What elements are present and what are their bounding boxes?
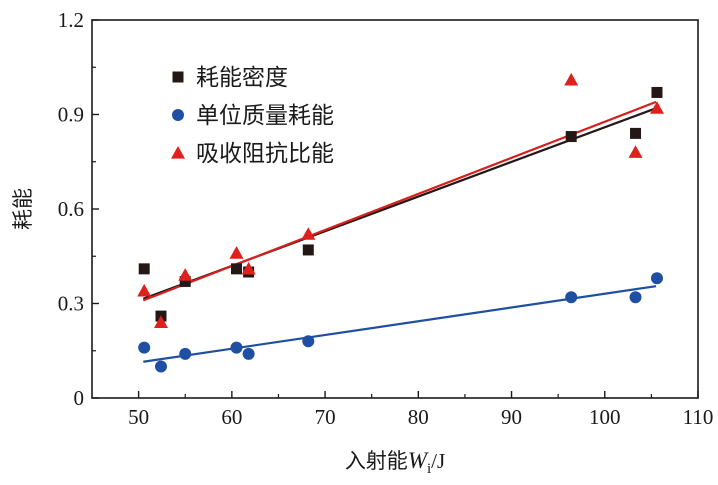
fit-line-unit-mass-energy <box>143 285 657 363</box>
legend-label-impedance-specific-energy: 吸收阻抗比能 <box>196 141 334 167</box>
x-axis-title-prefix: 入射能 <box>345 449 408 473</box>
point-impedance-specific-energy <box>628 145 643 158</box>
point-unit-mass-energy <box>230 341 243 354</box>
x-tick-label: 70 <box>315 405 336 429</box>
x-axis-title-unit: /J <box>431 449 445 473</box>
legend-label-unit-mass-energy: 单位质量耗能 <box>196 103 334 129</box>
x-axis-title-sub: i <box>427 461 431 477</box>
point-impedance-specific-energy <box>301 227 316 240</box>
y-tick-label: 0.9 <box>58 103 84 127</box>
x-tick-label: 60 <box>221 405 242 429</box>
point-unit-mass-energy <box>138 341 151 354</box>
y-tick-label: 0.6 <box>58 197 84 221</box>
point-unit-mass-energy <box>179 347 192 360</box>
point-unit-mass-energy <box>565 291 578 304</box>
legend-marker-energy-density <box>172 71 184 83</box>
point-unit-mass-energy <box>650 272 663 285</box>
point-unit-mass-energy <box>629 291 642 304</box>
point-energy-density <box>179 275 191 287</box>
fit-line-impedance-specific-energy <box>142 100 657 302</box>
y-axis-title: 耗能 <box>11 188 35 230</box>
x-axis-title: 入射能Wi/J <box>345 448 445 477</box>
point-impedance-specific-energy <box>649 101 664 114</box>
x-tick-label: 50 <box>128 405 149 429</box>
point-energy-density <box>630 127 642 139</box>
x-tick-label: 110 <box>683 405 714 429</box>
point-energy-density <box>138 263 150 275</box>
point-energy-density <box>302 244 314 256</box>
legend-label-energy-density: 耗能密度 <box>196 65 288 91</box>
point-impedance-specific-energy <box>153 315 168 328</box>
legend-marker-unit-mass-energy <box>172 109 184 121</box>
point-energy-density <box>565 131 577 143</box>
point-impedance-specific-energy <box>564 72 579 86</box>
y-tick-label: 0.3 <box>58 292 84 316</box>
x-tick-label: 80 <box>408 405 429 429</box>
point-impedance-specific-energy <box>137 283 152 297</box>
x-tick-label: 100 <box>589 405 621 429</box>
y-tick-label: 1.2 <box>58 8 84 32</box>
point-impedance-specific-energy <box>241 261 256 275</box>
point-impedance-specific-energy <box>178 268 193 281</box>
x-tick-label: 90 <box>501 405 522 429</box>
x-axis-title-var: W <box>408 448 429 473</box>
point-energy-density <box>231 263 243 275</box>
point-unit-mass-energy <box>242 347 255 360</box>
y-tick-label: 0 <box>74 386 85 410</box>
point-unit-mass-energy <box>154 360 167 373</box>
legend-marker-impedance-specific-energy <box>171 146 185 159</box>
point-impedance-specific-energy <box>229 246 244 259</box>
point-energy-density <box>651 86 663 98</box>
point-unit-mass-energy <box>302 335 315 348</box>
